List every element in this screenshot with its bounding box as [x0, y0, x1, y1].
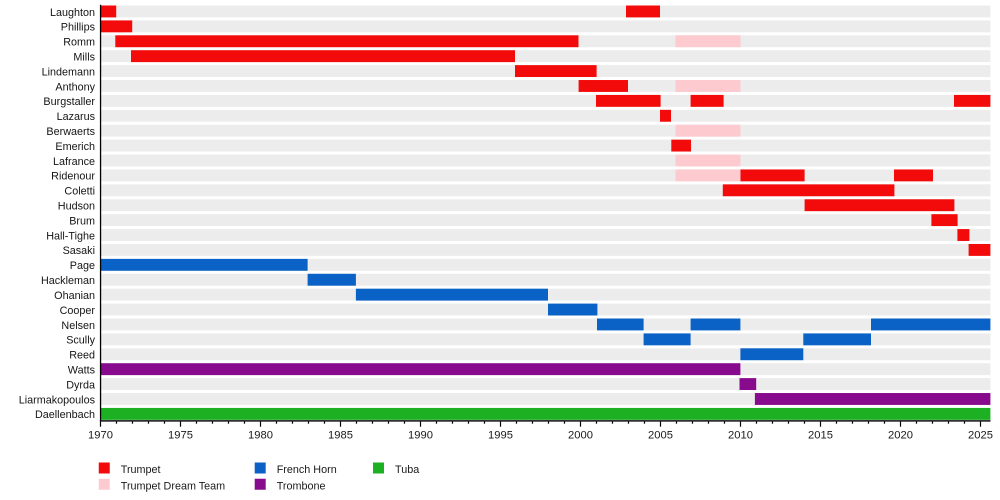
svg-text:Nelsen: Nelsen — [61, 320, 95, 332]
svg-text:Daellenbach: Daellenbach — [35, 409, 95, 421]
svg-text:Liarmakopoulos: Liarmakopoulos — [19, 394, 96, 406]
svg-text:Ridenour: Ridenour — [51, 171, 95, 183]
svg-text:Reed: Reed — [69, 350, 95, 362]
svg-text:2020: 2020 — [888, 430, 913, 442]
svg-text:Ohanian: Ohanian — [54, 290, 95, 302]
svg-text:2025: 2025 — [968, 430, 993, 442]
svg-text:Page: Page — [70, 260, 95, 272]
svg-text:Romm: Romm — [63, 37, 95, 49]
svg-text:Phillips: Phillips — [61, 22, 96, 34]
svg-text:1970: 1970 — [88, 430, 113, 442]
svg-text:Lazarus: Lazarus — [57, 111, 96, 123]
svg-text:Lindemann: Lindemann — [42, 66, 95, 78]
svg-text:Trombone: Trombone — [277, 480, 326, 492]
svg-text:1990: 1990 — [408, 430, 433, 442]
svg-text:Hackleman: Hackleman — [41, 275, 95, 287]
svg-text:Trumpet: Trumpet — [121, 464, 161, 476]
svg-text:Lafrance: Lafrance — [53, 156, 95, 168]
svg-text:2015: 2015 — [808, 430, 833, 442]
svg-text:1985: 1985 — [328, 430, 353, 442]
svg-text:Cooper: Cooper — [60, 305, 96, 317]
svg-text:Dyrda: Dyrda — [66, 379, 95, 391]
svg-text:1975: 1975 — [168, 430, 193, 442]
svg-text:2010: 2010 — [728, 430, 753, 442]
svg-text:Coletti: Coletti — [64, 186, 95, 198]
svg-text:Brum: Brum — [69, 215, 95, 227]
svg-text:Hall-Tighe: Hall-Tighe — [46, 230, 95, 242]
svg-text:Berwaerts: Berwaerts — [46, 126, 95, 138]
svg-text:Laughton: Laughton — [50, 7, 95, 19]
svg-text:Sasaki: Sasaki — [63, 245, 95, 257]
svg-text:Emerich: Emerich — [55, 141, 95, 153]
svg-text:Tuba: Tuba — [395, 464, 419, 476]
svg-text:French Horn: French Horn — [277, 464, 337, 476]
svg-text:Trumpet Dream Team: Trumpet Dream Team — [121, 480, 225, 492]
svg-text:Hudson: Hudson — [58, 201, 95, 213]
svg-text:Watts: Watts — [68, 364, 96, 376]
svg-text:2000: 2000 — [568, 430, 593, 442]
svg-text:2005: 2005 — [648, 430, 673, 442]
svg-text:Burgstaller: Burgstaller — [43, 96, 95, 108]
svg-text:Scully: Scully — [66, 335, 95, 347]
svg-text:1995: 1995 — [488, 430, 513, 442]
svg-text:Anthony: Anthony — [55, 81, 95, 93]
svg-text:Mills: Mills — [73, 51, 95, 63]
svg-text:1980: 1980 — [248, 430, 273, 442]
